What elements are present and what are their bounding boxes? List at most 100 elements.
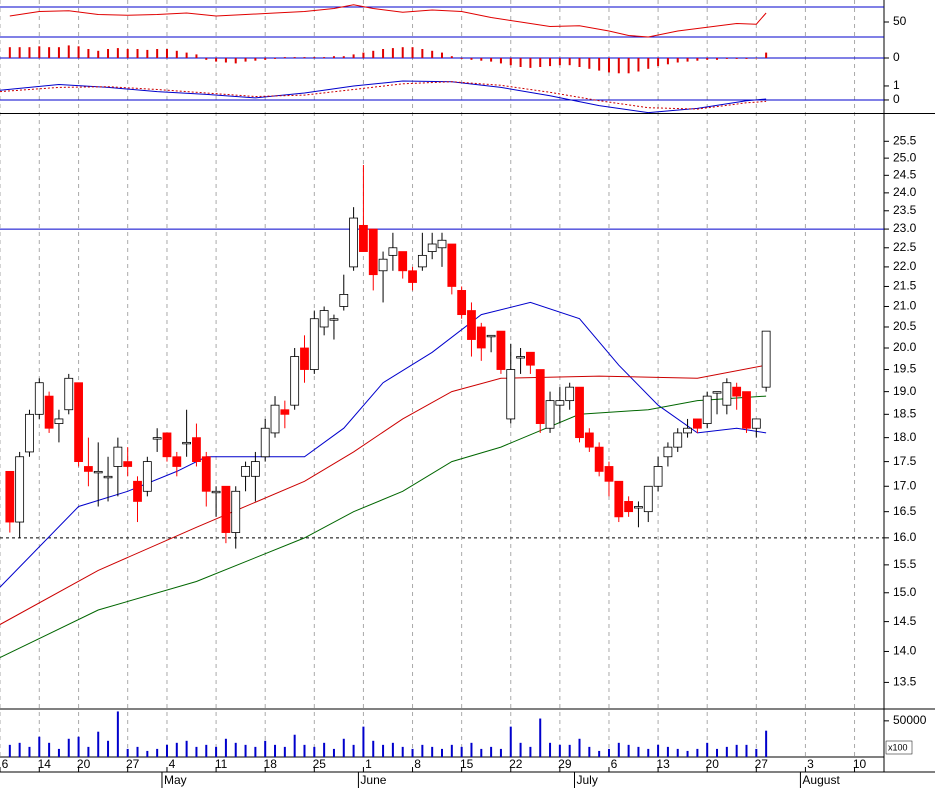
bar: [431, 50, 434, 58]
x-tick-label: 29: [558, 757, 572, 771]
y-tick-label: 0: [893, 92, 900, 106]
candle-body: [290, 356, 300, 406]
candle-body: [319, 310, 329, 328]
series-line: [0, 80, 767, 114]
candle-body: [673, 432, 683, 448]
bar: [401, 47, 404, 58]
bar: [509, 726, 512, 757]
bar: [647, 58, 650, 69]
bar: [441, 748, 443, 757]
candle-body: [634, 506, 643, 509]
bar: [666, 58, 669, 65]
y-tick-label: 0: [893, 50, 900, 64]
bar: [607, 58, 610, 73]
bar: [28, 47, 31, 58]
bar: [215, 58, 218, 62]
candle-body: [34, 382, 44, 415]
bar: [323, 742, 326, 757]
bar: [450, 56, 453, 58]
candle-body: [182, 441, 192, 445]
bar: [480, 748, 483, 757]
candle-body: [211, 490, 221, 494]
bar: [57, 47, 60, 58]
x-tick-label: 22: [509, 757, 523, 771]
y-tick-label: 18.0: [893, 430, 917, 444]
bar: [588, 746, 591, 757]
bar: [460, 58, 463, 59]
candle-body: [123, 461, 133, 467]
bar: [539, 718, 542, 757]
candle-body: [300, 347, 309, 370]
candle-body: [663, 446, 673, 458]
bar: [637, 58, 640, 72]
bar: [666, 746, 669, 757]
bar: [372, 50, 375, 58]
grid-layer: [0, 0, 856, 757]
candle-body: [378, 258, 388, 272]
candle-body: [142, 461, 152, 492]
bar: [264, 58, 267, 60]
series-line: [0, 301, 767, 588]
bar: [598, 750, 601, 757]
bar: [77, 46, 80, 58]
bar: [283, 746, 286, 757]
bar: [431, 746, 434, 757]
candle-body: [221, 485, 231, 533]
bar: [185, 52, 188, 58]
bar: [156, 748, 159, 757]
candle-body: [359, 224, 368, 252]
y-tick-label: 20.5: [893, 319, 917, 333]
bar: [372, 740, 375, 757]
bar: [116, 48, 119, 58]
bar: [146, 49, 149, 58]
candle-body: [231, 490, 241, 533]
x-tick-label: 27: [126, 757, 140, 771]
bar: [38, 46, 41, 58]
candle-body: [172, 456, 182, 467]
y-tick-label: 16.5: [893, 504, 917, 518]
candle-body: [309, 318, 319, 370]
bar: [303, 57, 306, 58]
bar: [274, 58, 277, 59]
bar: [735, 744, 738, 757]
bar: [362, 52, 365, 58]
candle-body: [103, 475, 113, 479]
candle-body: [260, 427, 270, 458]
bar: [48, 47, 51, 58]
bar: [657, 58, 660, 67]
bar: [441, 52, 443, 58]
bar: [175, 742, 178, 757]
bar: [28, 746, 31, 757]
y-tick-label: 15.5: [893, 557, 917, 571]
y-tick-label: 25.0: [893, 150, 917, 164]
bar: [549, 742, 552, 757]
bar: [283, 57, 286, 58]
bar: [568, 744, 571, 757]
candle-body: [417, 254, 427, 268]
candle-body: [270, 404, 280, 434]
bar: [8, 47, 11, 58]
bar: [470, 58, 473, 60]
candle-body: [162, 432, 172, 458]
candle-body: [152, 437, 162, 440]
bar: [352, 54, 355, 58]
y-tick-label: 13.5: [893, 675, 917, 689]
candle-body: [447, 243, 457, 287]
candle-body: [368, 228, 378, 276]
candle-body: [15, 456, 25, 523]
y-tick-label: 17.5: [893, 454, 917, 468]
candle-body: [476, 326, 486, 349]
bar: [382, 744, 385, 757]
bar: [224, 738, 227, 757]
bar: [686, 58, 689, 62]
bar: [716, 748, 719, 757]
bar: [362, 726, 365, 757]
bar: [716, 58, 719, 60]
month-label: June: [360, 773, 386, 787]
candle-body: [329, 318, 339, 321]
candle-body: [280, 409, 290, 415]
candle-body: [712, 391, 722, 394]
candle-body: [545, 400, 555, 429]
y-tick-label: 19.5: [893, 362, 917, 376]
